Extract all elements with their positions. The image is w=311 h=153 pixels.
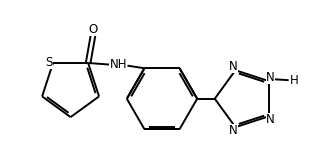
Text: H: H — [290, 74, 299, 87]
Text: N: N — [266, 71, 275, 84]
Text: S: S — [46, 56, 53, 69]
Text: N: N — [229, 60, 238, 73]
Text: N: N — [229, 124, 238, 137]
Text: N: N — [266, 114, 275, 127]
Text: O: O — [89, 23, 98, 36]
Text: NH: NH — [109, 58, 127, 71]
